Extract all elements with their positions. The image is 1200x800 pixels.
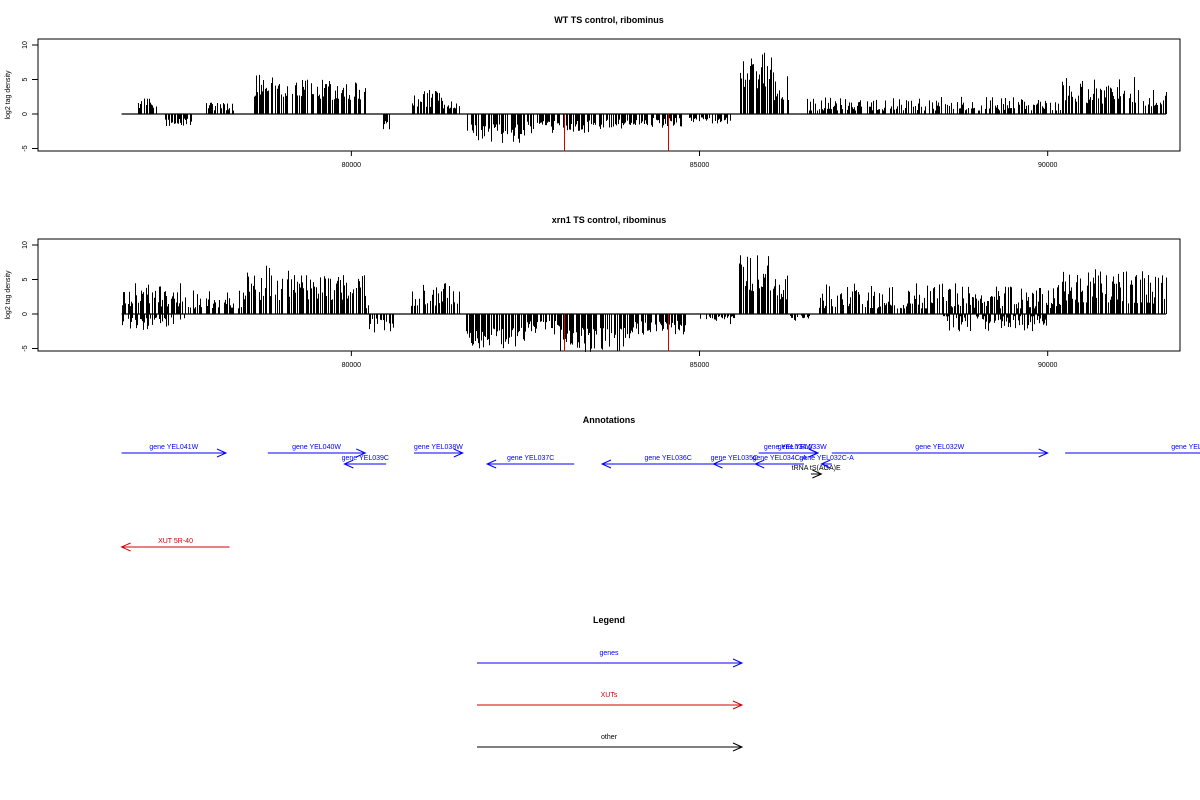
xrn1-panel: xrn1 TS control, ribominus log2 tag dens… [5,215,1181,369]
feature-arrow-head [820,459,831,469]
feature-label: gene YEL038W [414,444,463,451]
wt-plot-frame [37,38,1181,152]
feature-arrow-head [120,542,131,552]
feature-xut: XUT 5R-40 [120,538,230,552]
feature-gene: gene YEL038W [414,444,464,458]
feature-label: gene YEL032W [915,444,964,451]
feature-arrow-head [712,459,723,469]
feature-gene: gene YEL035C [711,455,758,469]
wt-xtick-label: 90000 [1038,162,1058,169]
xrn1-xtick-label: 85000 [690,362,710,369]
feature-gene: gene YEL034C-A [752,455,807,469]
legend-item-label: other [601,734,618,741]
feature-arrow-head [812,469,823,479]
wt-ytick-label: 0 [22,112,29,116]
feature-label: gene YEL037C [507,455,554,462]
feature-other: tRNA tS(AGA)E [792,465,841,479]
wt-ytick-label: -5 [22,145,29,151]
wt-ytick-label: 5 [22,77,29,81]
legend-title: Legend [593,615,625,625]
xrn1-ytick-label: 10 [22,241,29,249]
feature-arrow-head [600,459,612,469]
legend-item-label: XUTs [601,692,618,699]
feature-arrow-head [216,448,228,458]
wt-xtick-label: 85000 [690,162,710,169]
feature-arrow-head [808,448,820,458]
feature-label: gene YEL040W [292,444,341,451]
feature-arrow-head [453,448,464,458]
xrn1-xtick-label: 90000 [1038,362,1058,369]
feature-arrow-head [356,448,367,458]
xrn1-xtick-label: 80000 [342,362,362,369]
feature-label: gene YEL036C [645,455,692,462]
feature-label: gene YEL032C-A [799,455,854,462]
xrn1-ytick-label: -5 [22,345,29,351]
feature-label: gene YEL033W [778,444,827,451]
wt-xtick-label: 80000 [342,162,362,169]
feature-label: gene YEL031W [1171,444,1200,451]
wt-ytick-label: 10 [22,41,29,49]
feature-label: tRNA tS(AGA)E [792,465,841,472]
feature-label: gene YEL035C [711,455,758,462]
annotations-track: Annotations gene YEL041W gene YEL040Wgene… [120,415,1200,552]
xrn1-density-bars [122,255,1167,352]
feature-label: gene YEL041W [149,444,198,451]
xrn1-ylabel: log2 tag density [5,270,12,320]
feature-label: XUT 5R-40 [158,538,193,545]
wt-panel-title: WT TS control, ribominus [554,15,664,25]
feature-gene: gene YEL039C [342,455,389,469]
legend-arrow-head [732,658,744,668]
xrn1-ytick-label: 5 [22,277,29,281]
xrn1-ytick-label: 0 [22,312,29,316]
feature-gene: gene YEL032W [831,444,1049,458]
legend-arrow-head [732,700,744,710]
wt-ylabel: log2 tag density [5,70,12,120]
xrn1-panel-title: xrn1 TS control, ribominus [552,215,667,225]
feature-label: gene YEL034C-A [752,455,807,462]
annotations-title: Annotations [583,415,636,425]
feature-arrow-head [1038,448,1049,458]
feature-gene: gene YEL033W [778,444,827,458]
feature-arrow-head [754,459,765,469]
feature-gene: gene YEL040W [267,444,367,458]
xrn1-plot-frame [37,238,1181,352]
feature-arrow-head [343,459,354,469]
feature-label: gene YEL039C [342,455,389,462]
feature-gene: gene YEL041W [121,444,228,458]
feature-gene: gene YEL032C-A [799,455,854,469]
wt-density-bars [138,52,1167,143]
legend: Legend genes XUTs other [477,615,744,752]
feature-gene: gene YEL031W [1065,444,1200,454]
legend-item-label: genes [599,650,619,657]
wt-panel: WT TS control, ribominus log2 tag densit… [5,15,1181,169]
legend-arrow-head [732,742,744,752]
feature-gene: gene YEL037C [485,455,575,469]
feature-arrow-head [485,459,497,469]
feature-label: gene YEL034W [764,444,813,451]
